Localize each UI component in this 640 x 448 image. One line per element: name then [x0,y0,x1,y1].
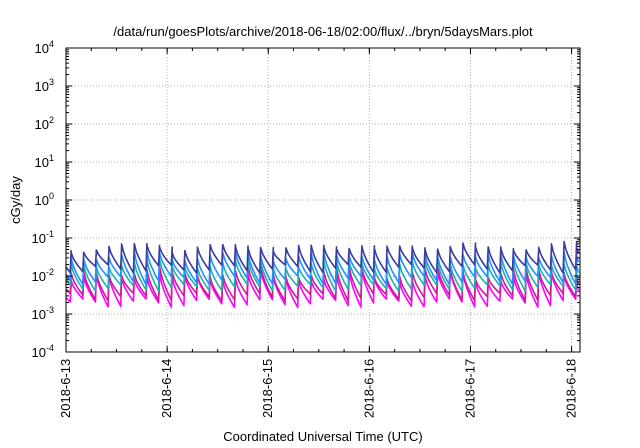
y-tick-label: 104 [35,39,54,56]
x-tick-label: 2018-6-15 [260,359,275,418]
x-tick-label: 2018-6-14 [159,359,174,418]
series-line-5 [65,240,580,274]
y-tick-label: 102 [35,115,54,132]
x-tick-label: 2018-6-13 [58,359,73,418]
series-line-4 [65,250,580,286]
plot-frame [65,47,581,353]
series-lines [65,240,580,309]
y-tick-label: 10-4 [32,343,54,360]
y-tick-label: 10-3 [32,305,54,322]
x-tick-label: 2018-6-18 [564,359,579,418]
x-axis-ticks: 2018-6-13 2018-6-14 2018-6-15 2018-6-16 2018… [58,48,579,418]
y-axis-label: cGy/day [8,176,23,224]
y-axis-ticks: 10-4 10-3 10-2 10-1 100 101 102 103 104 [32,39,580,360]
x-tick-label: 2018-6-17 [462,359,477,418]
grid [65,48,580,352]
y-tick-label: 100 [35,191,54,208]
x-tick-label: 2018-6-16 [361,359,376,418]
y-tick-label: 103 [35,77,54,94]
y-tick-label: 101 [35,153,54,170]
chart-title: /data/run/goesPlots/archive/2018-06-18/0… [113,24,533,39]
y-tick-label: 10-2 [32,267,54,284]
y-tick-label: 10-1 [32,229,54,246]
x-axis-label: Coordinated Universal Time (UTC) [223,429,422,444]
